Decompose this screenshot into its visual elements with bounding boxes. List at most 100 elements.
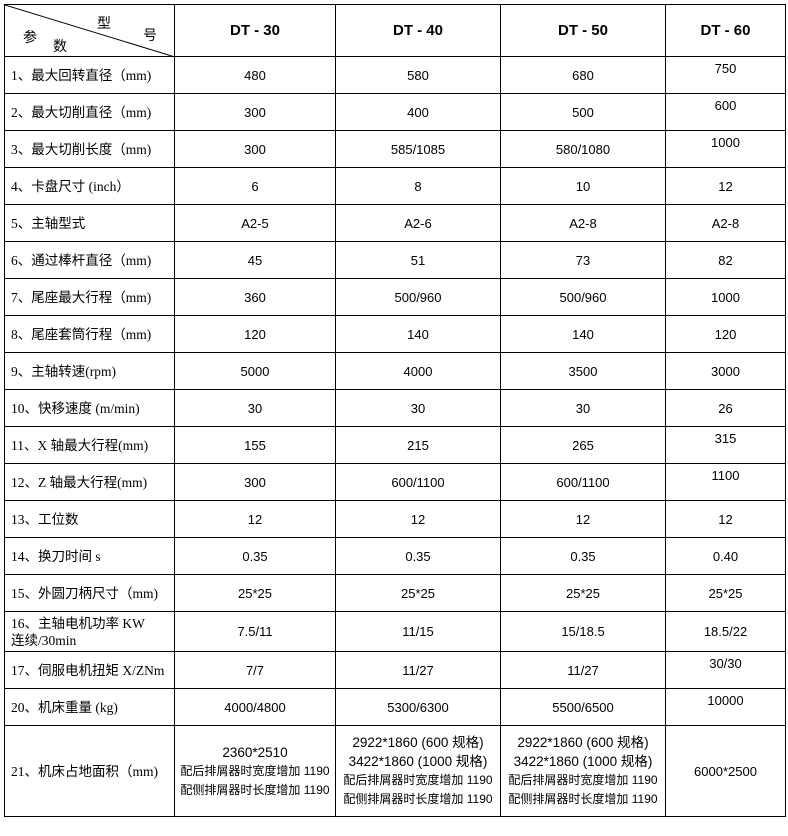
value-cell: 500 <box>500 93 666 131</box>
value-cell: A2-8 <box>665 204 786 242</box>
value-cell: 45 <box>174 241 336 279</box>
row-label: 8、尾座套筒行程（mm) <box>4 315 175 353</box>
row-label: 2、最大切削直径（mm) <box>4 93 175 131</box>
value-cell: 500/960 <box>335 278 501 316</box>
table-row: 6、通过棒杆直径（mm) 45 51 73 82 <box>4 241 786 279</box>
value-cell: 120 <box>665 315 786 353</box>
row-label-text: 20、机床重量 (kg) <box>11 699 118 715</box>
value-cell: 215 <box>335 426 501 464</box>
value-cell: 580/1080 <box>500 130 666 168</box>
row-label-text: 连续/30min <box>11 632 77 648</box>
corner-shu: 数 <box>53 38 67 54</box>
table-row: 17、伺服电机扭矩 X/ZNm 7/7 11/27 11/27 30/30 <box>4 651 786 689</box>
cell-dt30: 2360*2510 配后排屑器时宽度增加 1190 配侧排屑器时长度增加 119… <box>174 725 336 817</box>
table-row: 16、主轴电机功率 KW 连续/30min 7.5/11 11/15 15/18.5 18… <box>4 611 786 652</box>
table-row: 1、最大回转直径（mm) 480 580 680 750 <box>4 56 786 94</box>
value-cell: 12 <box>500 500 666 538</box>
table-row: 9、主轴转速(rpm) 5000 4000 3500 3000 <box>4 352 786 390</box>
model-header: DT - 50 <box>500 4 666 57</box>
value-cell: 11/27 <box>500 651 666 689</box>
value-cell: 680 <box>500 56 666 94</box>
value-cell: 265 <box>500 426 666 464</box>
value-cell: 0.35 <box>500 537 666 575</box>
row-label-text: 4、卡盘尺寸 (inch） <box>11 178 130 194</box>
table-row: 14、换刀时间 s 0.35 0.35 0.35 0.40 <box>4 537 786 575</box>
value-cell: 7/7 <box>174 651 336 689</box>
cell-line: 2922*1860 (600 规格) <box>517 735 649 750</box>
value-cell: A2-5 <box>174 204 336 242</box>
corner-can: 参 <box>23 29 37 45</box>
row-label: 20、机床重量 (kg) <box>4 688 175 726</box>
value-cell: 0.35 <box>335 537 501 575</box>
table-row: 20、机床重量 (kg) 4000/4800 5300/6300 5500/6500 1… <box>4 688 786 726</box>
row-label: 17、伺服电机扭矩 X/ZNm <box>4 651 175 689</box>
value-cell: 3000 <box>665 352 786 390</box>
value-cell: 5000 <box>174 352 336 390</box>
value-cell: 400 <box>335 93 501 131</box>
value-cell: 3500 <box>500 352 666 390</box>
cell-line: 3422*1860 (1000 规格) <box>513 754 653 769</box>
table-row: 4、卡盘尺寸 (inch） 6 8 10 12 <box>4 167 786 205</box>
row-label: 21、机床占地面积（mm) <box>4 725 175 817</box>
value-cell: 30 <box>335 389 501 427</box>
value-cell: A2-6 <box>335 204 501 242</box>
value-cell: 140 <box>335 315 501 353</box>
value-cell: 155 <box>174 426 336 464</box>
value-cell: 585/1085 <box>335 130 501 168</box>
value-cell: 580 <box>335 56 501 94</box>
row-label-text: 10、快移速度 (m/min) <box>11 400 140 416</box>
row-label-text: 2、最大切削直径（mm) <box>11 104 152 120</box>
table-row: 12、Z 轴最大行程(mm) 300 600/1100 600/1100 1100 <box>4 463 786 501</box>
value-cell: 600 <box>665 93 786 131</box>
table-row: 21、机床占地面积（mm) 2360*2510 配后排屑器时宽度增加 1190 … <box>4 725 786 817</box>
cell-line: 配后排屑器时宽度增加 1190 <box>180 763 330 778</box>
cell-line: 配侧排屑器时长度增加 1190 <box>508 792 658 806</box>
table-row: 13、工位数 12 12 12 12 <box>4 500 786 538</box>
value-cell: 82 <box>665 241 786 279</box>
cell-line: 配侧排屑器时长度增加 1190 <box>180 782 330 797</box>
value-cell: 51 <box>335 241 501 279</box>
row-label: 5、主轴型式 <box>4 204 175 242</box>
value-cell: 600/1100 <box>500 463 666 501</box>
value-cell: 30/30 <box>665 651 786 689</box>
row-label-text: 1、最大回转直径（mm) <box>11 67 152 83</box>
value-cell: 500/960 <box>500 278 666 316</box>
row-label: 13、工位数 <box>4 500 175 538</box>
table-row: 11、X 轴最大行程(mm) 155 215 265 315 <box>4 426 786 464</box>
value-cell: 315 <box>665 426 786 464</box>
value-cell: 4000 <box>335 352 501 390</box>
table-row: 8、尾座套筒行程（mm) 120 140 140 120 <box>4 315 786 353</box>
header-row: 型 号 参 数 DT - 30 DT - 40 DT - 50 DT - 60 <box>4 4 786 57</box>
value-cell: 8 <box>335 167 501 205</box>
value-cell: 600/1100 <box>335 463 501 501</box>
row-label-text: 6、通过棒杆直径（mm) <box>11 252 152 268</box>
cell-line: 3422*1860 (1000 规格) <box>348 754 488 769</box>
row-label-text: 8、尾座套筒行程（mm) <box>11 326 152 342</box>
value-cell: 25*25 <box>500 574 666 612</box>
table-row: 7、尾座最大行程（mm) 360 500/960 500/960 1000 <box>4 278 786 316</box>
table-row: 2、最大切削直径（mm) 300 400 500 600 <box>4 93 786 131</box>
row-label: 11、X 轴最大行程(mm) <box>4 426 175 464</box>
value-cell: 480 <box>174 56 336 94</box>
corner-hao: 号 <box>143 27 157 43</box>
value-cell: 10000 <box>665 688 786 726</box>
value-cell: 18.5/22 <box>665 611 786 652</box>
model-header: DT - 60 <box>665 4 786 57</box>
row-label-text: 16、主轴电机功率 KW <box>11 615 145 631</box>
row-label-text: 9、主轴转速(rpm) <box>11 363 116 379</box>
cell-line: 2922*1860 (600 规格) <box>352 735 484 750</box>
value-cell: 25*25 <box>665 574 786 612</box>
diagonal-line <box>5 5 175 57</box>
value-cell: 25*25 <box>335 574 501 612</box>
value-cell: 12 <box>665 500 786 538</box>
cell-dt60: 6000*2500 <box>665 725 786 817</box>
value-cell: 300 <box>174 463 336 501</box>
row-label: 15、外圆刀柄尺寸（mm) <box>4 574 175 612</box>
value-cell: 12 <box>174 500 336 538</box>
cell-line: 配后排屑器时宽度增加 1190 <box>343 773 493 787</box>
row-label-text: 15、外圆刀柄尺寸（mm) <box>11 585 158 601</box>
cell-line: 配后排屑器时宽度增加 1190 <box>508 773 658 787</box>
value-cell: 12 <box>335 500 501 538</box>
value-cell: 300 <box>174 93 336 131</box>
row-label: 1、最大回转直径（mm) <box>4 56 175 94</box>
